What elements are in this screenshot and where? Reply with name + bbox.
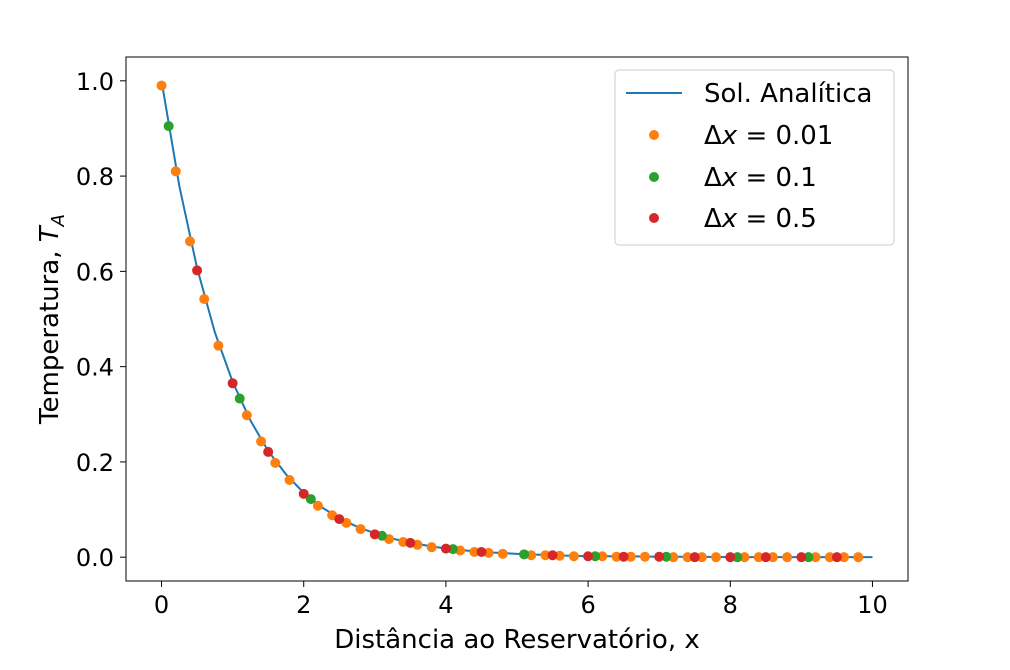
legend-series-1-marker: [649, 172, 659, 182]
data-point: [611, 551, 622, 562]
data-point: [298, 488, 309, 499]
data-point: [803, 552, 814, 563]
data-point: [440, 543, 451, 554]
data-point: [725, 552, 736, 563]
x-tick-label: 2: [296, 591, 311, 619]
data-point: [497, 548, 508, 559]
data-point: [263, 446, 274, 457]
y-axis-ticks: 0.0 0.2 0.4 0.6 0.8 1.0: [76, 68, 126, 572]
data-point: [839, 552, 850, 563]
data-point: [639, 551, 650, 562]
data-point: [256, 436, 267, 447]
data-point: [405, 537, 416, 548]
x-axis-ticks: 0 2 4 6 8 10: [154, 581, 888, 619]
x-axis-label: Distância ao Reservatório, x: [334, 625, 700, 655]
data-point: [448, 544, 459, 555]
data-point: [519, 549, 530, 560]
data-point: [163, 121, 174, 132]
data-point: [554, 550, 565, 561]
y-tick-label: 0.4: [76, 354, 114, 382]
data-point: [568, 551, 579, 562]
data-point: [625, 551, 636, 562]
data-point: [760, 552, 771, 563]
data-point: [199, 293, 210, 304]
data-point: [241, 410, 252, 421]
data-point: [689, 552, 700, 563]
data-point: [782, 552, 793, 563]
legend-analytic-label: Sol. Analítica: [704, 79, 872, 109]
data-point: [355, 524, 366, 535]
legend-box: [614, 69, 895, 246]
data-point: [696, 552, 707, 563]
axes-frame: [125, 56, 909, 582]
x-tick-label: 0: [154, 591, 169, 619]
y-tick-label: 0.2: [76, 449, 114, 477]
data-point: [661, 551, 672, 562]
data-point: [184, 236, 195, 247]
series-2: [192, 265, 842, 563]
y-axis-label: Temperatura, TA: [35, 214, 69, 425]
data-point: [547, 550, 558, 561]
data-point: [227, 378, 238, 389]
data-point: [682, 552, 693, 563]
data-point: [170, 166, 181, 177]
data-point: [284, 475, 295, 486]
data-point: [711, 552, 722, 563]
y-tick-label: 0.0: [76, 544, 114, 572]
data-point: [753, 552, 764, 563]
data-point: [426, 542, 437, 553]
data-point: [590, 551, 601, 562]
data-point: [192, 265, 203, 276]
data-point: [810, 552, 821, 563]
data-point: [597, 551, 608, 562]
data-point: [824, 552, 835, 563]
data-point: [305, 494, 316, 505]
series-1: [163, 121, 814, 563]
data-point: [469, 546, 480, 557]
data-point: [853, 552, 864, 563]
legend-series-1-label: Δx = 0.1: [704, 163, 817, 193]
legend-series-0-marker: [649, 130, 659, 140]
legend-series-0-label: Δx = 0.01: [704, 121, 833, 151]
data-point: [583, 551, 594, 562]
data-point: [796, 552, 807, 563]
legend-series-2-label: Δx = 0.5: [704, 204, 817, 234]
data-point: [654, 551, 665, 562]
data-point: [270, 457, 281, 468]
y-tick-label: 0.6: [76, 258, 114, 286]
data-point: [767, 552, 778, 563]
data-point: [732, 552, 743, 563]
legend: Sol. Analítica Δx = 0.01 Δx = 0.1 Δx = 0…: [614, 69, 895, 246]
data-point: [369, 529, 380, 540]
y-tick-label: 1.0: [76, 68, 114, 96]
data-point: [739, 552, 750, 563]
data-point: [234, 393, 245, 404]
data-point: [618, 551, 629, 562]
data-point: [213, 340, 224, 351]
data-point: [540, 550, 551, 561]
x-tick-label: 8: [723, 591, 738, 619]
data-point: [668, 552, 679, 563]
x-tick-label: 10: [857, 591, 888, 619]
data-point: [156, 80, 167, 91]
x-tick-label: 6: [580, 591, 595, 619]
data-point: [476, 546, 487, 557]
series-layer: [156, 80, 873, 563]
y-tick-label: 0.8: [76, 163, 114, 191]
data-point: [831, 552, 842, 563]
x-tick-label: 4: [438, 591, 453, 619]
legend-series-2-marker: [649, 213, 659, 223]
data-point: [312, 500, 323, 511]
data-point: [334, 514, 345, 525]
